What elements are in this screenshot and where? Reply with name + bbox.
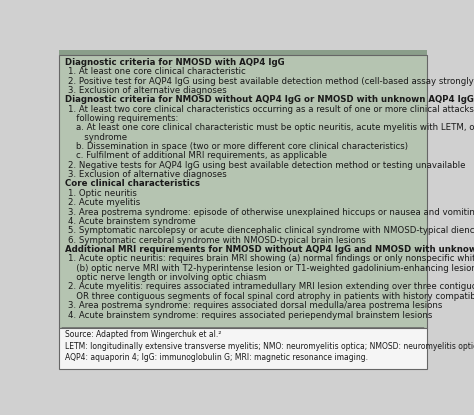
Text: 1. Acute optic neuritis: requires brain MRI showing (a) normal findings or only : 1. Acute optic neuritis: requires brain …: [68, 254, 474, 264]
Text: 3. Exclusion of alternative diagnoses: 3. Exclusion of alternative diagnoses: [68, 170, 227, 179]
Bar: [59, 55, 427, 328]
Text: AQP4: aquaporin 4; IgG: immunoglobulin G; MRI: magnetic resonance imaging.: AQP4: aquaporin 4; IgG: immunoglobulin G…: [65, 354, 368, 362]
Bar: [59, 328, 427, 369]
Text: 5. Symptomatic narcolepsy or acute diencephalic clinical syndrome with NMOSD-typ: 5. Symptomatic narcolepsy or acute dienc…: [68, 226, 474, 235]
Text: (b) optic nerve MRI with T2-hyperintense lesion or T1-weighted gadolinium-enhanc: (b) optic nerve MRI with T2-hyperintense…: [68, 264, 474, 273]
Text: syndrome: syndrome: [76, 133, 127, 142]
Text: 2. Acute myelitis: requires associated intramedullary MRI lesion extending over : 2. Acute myelitis: requires associated i…: [68, 283, 474, 291]
Text: a. At least one core clinical characteristic must be optic neuritis, acute myeli: a. At least one core clinical characteri…: [76, 123, 474, 132]
Text: c. Fulfilment of additional MRI requirements, as applicable: c. Fulfilment of additional MRI requirem…: [76, 151, 327, 161]
Text: Diagnostic criteria for NMOSD without AQP4 IgG or NMOSD with unknown AQP4 IgG st: Diagnostic criteria for NMOSD without AQ…: [65, 95, 474, 104]
Text: Source: Adapted from Wingerchuk et al.²: Source: Adapted from Wingerchuk et al.²: [65, 330, 221, 339]
Text: following requirements:: following requirements:: [68, 114, 179, 123]
Bar: [59, 50, 427, 55]
Text: 4. Acute brainstem syndrome: 4. Acute brainstem syndrome: [68, 217, 196, 226]
Text: 1. At least one core clinical characteristic: 1. At least one core clinical characteri…: [68, 67, 246, 76]
Text: 1. Optic neuritis: 1. Optic neuritis: [68, 189, 137, 198]
Text: 1. At least two core clinical characteristics occurring as a result of one or mo: 1. At least two core clinical characteri…: [68, 105, 474, 114]
Text: Core clinical characteristics: Core clinical characteristics: [65, 180, 200, 188]
Text: optic nerve length or involving optic chiasm: optic nerve length or involving optic ch…: [68, 273, 267, 282]
Text: 2. Negative tests for AQP4 IgG using best available detection method or testing : 2. Negative tests for AQP4 IgG using bes…: [68, 161, 466, 170]
Text: 4. Acute brainstem syndrome: requires associated periependymal brainstem lesions: 4. Acute brainstem syndrome: requires as…: [68, 310, 433, 320]
Text: Additional MRI requirements for NMOSD without AQP4 IgG and NMOSD with unknown AQ: Additional MRI requirements for NMOSD wi…: [65, 245, 474, 254]
Text: 2. Acute myelitis: 2. Acute myelitis: [68, 198, 141, 207]
Text: 6. Symptomatic cerebral syndrome with NMOSD-typical brain lesions: 6. Symptomatic cerebral syndrome with NM…: [68, 236, 366, 245]
Text: OR three contiguous segments of focal spinal cord atrophy in patients with histo: OR three contiguous segments of focal sp…: [68, 292, 474, 301]
Text: 3. Exclusion of alternative diagnoses: 3. Exclusion of alternative diagnoses: [68, 86, 227, 95]
Text: Diagnostic criteria for NMOSD with AQP4 IgG: Diagnostic criteria for NMOSD with AQP4 …: [65, 58, 284, 67]
Text: b. Dissemination in space (two or more different core clinical characteristics): b. Dissemination in space (two or more d…: [76, 142, 408, 151]
Text: 2. Positive test for AQP4 IgG using best available detection method (cell-based : 2. Positive test for AQP4 IgG using best…: [68, 76, 474, 85]
Text: LETM: longitudinally extensive transverse myelitis; NMO: neuromyelitis optica; N: LETM: longitudinally extensive transvers…: [65, 342, 474, 351]
Text: 3. Area postrema syndrome: requires associated dorsal medulla/area postrema lesi: 3. Area postrema syndrome: requires asso…: [68, 301, 443, 310]
Text: 3. Area postrema syndrome: episode of otherwise unexplained hiccups or nausea an: 3. Area postrema syndrome: episode of ot…: [68, 208, 474, 217]
